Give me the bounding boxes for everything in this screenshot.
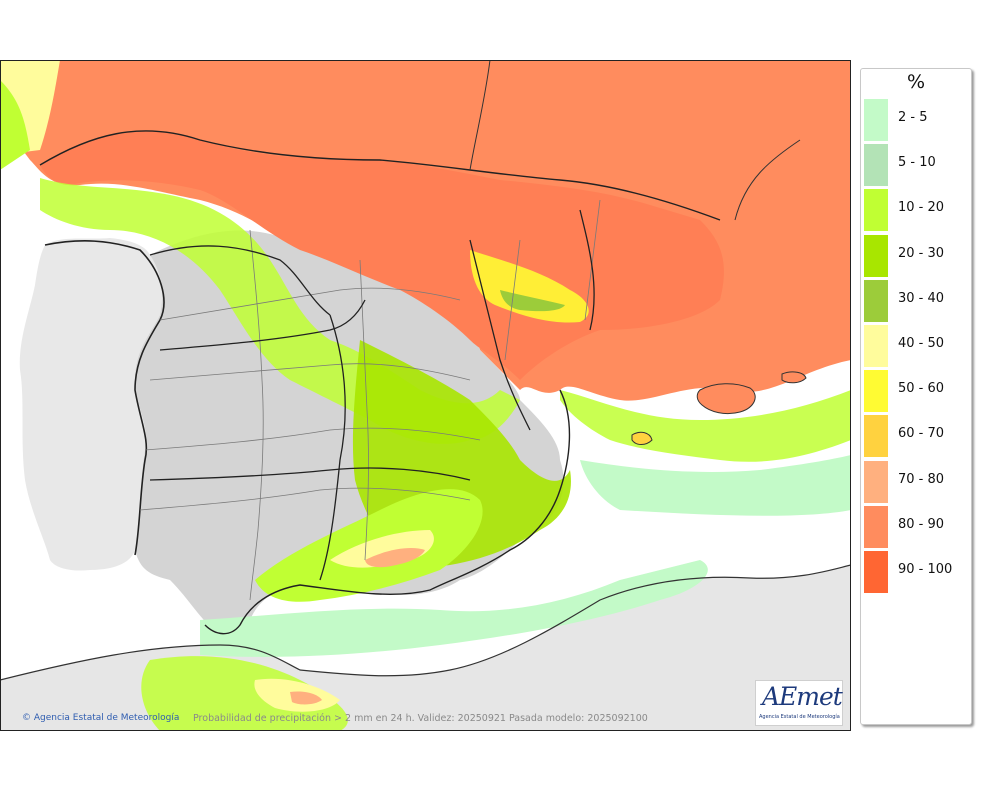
aemet-logo: AEmet Agencia Estatal de Meteorología xyxy=(755,680,843,726)
legend-label: 90 - 100 xyxy=(898,562,953,577)
legend-label: 2 - 5 xyxy=(898,110,928,125)
france-spain-border xyxy=(469,60,801,221)
legend-label: 5 - 10 xyxy=(898,155,936,171)
copyright-icon: © xyxy=(22,713,31,723)
alboran-light-band xyxy=(200,560,708,657)
legend-label: 50 - 60 xyxy=(898,381,945,397)
legend-label: 40 - 50 xyxy=(898,336,945,351)
mediterranean-light-band xyxy=(580,455,851,516)
autonomy-lines xyxy=(149,209,595,581)
menorca xyxy=(781,371,807,384)
legend-label: 80 - 90 xyxy=(898,516,945,532)
legend-item: 20 - 30 xyxy=(864,232,969,277)
legend-item: 40 - 50 xyxy=(864,322,969,367)
aemet-logo-subtitle: Agencia Estatal de Meteorología xyxy=(759,714,840,720)
legend-item: 30 - 40 xyxy=(864,277,969,322)
legend-swatch xyxy=(864,370,888,413)
legend-swatch xyxy=(864,505,888,548)
legend-swatch xyxy=(864,415,888,458)
portugal-spain-border xyxy=(44,240,165,556)
legend-item: 90 - 100 xyxy=(864,548,969,593)
aemet-logo-wordmark: AEmet xyxy=(762,682,843,711)
legend-item: 70 - 80 xyxy=(864,458,969,503)
legend-swatch xyxy=(864,234,888,277)
legend-item: 80 - 90 xyxy=(864,503,969,548)
legend-item: 50 - 60 xyxy=(864,367,969,413)
spain-coastline xyxy=(39,130,721,635)
legend-item: 5 - 10 xyxy=(864,141,969,187)
ibiza xyxy=(631,431,653,445)
legend-swatch xyxy=(864,189,888,232)
legend-swatch xyxy=(864,551,888,593)
legend-label: 30 - 40 xyxy=(898,290,945,306)
legend-label: 10 - 20 xyxy=(898,200,945,216)
probability-legend: % 2 - 5 5 - 10 10 - 20 20 - 30 30 - 40 40 - 5… xyxy=(860,68,972,725)
north-africa-orange xyxy=(290,691,322,705)
legend-swatch xyxy=(864,99,888,141)
legend-label: 60 - 70 xyxy=(898,426,945,442)
agency-credit: © Agencia Estatal de Meteorología xyxy=(22,713,179,723)
legend-swatch xyxy=(864,279,888,322)
mallorca xyxy=(696,383,756,415)
ebro-valley-green xyxy=(500,290,565,312)
map-frame xyxy=(0,60,851,731)
southeast-orange-core xyxy=(365,548,425,568)
portugal-land xyxy=(19,238,162,571)
legend-item: 60 - 70 xyxy=(864,412,969,458)
legend-swatch xyxy=(864,144,888,187)
legend-swatch xyxy=(864,325,888,367)
legend-item: 2 - 5 xyxy=(864,96,969,141)
atlantic-green-band xyxy=(0,80,30,170)
legend-label: 70 - 80 xyxy=(898,471,945,487)
north-africa-green xyxy=(141,656,348,731)
legend-label: 20 - 30 xyxy=(898,245,945,261)
legend-swatch xyxy=(864,460,888,503)
legend-item: 10 - 20 xyxy=(864,186,969,232)
legend-title: % xyxy=(906,71,926,93)
map-caption: Probabilidad de precipitación > 2 mm en … xyxy=(193,713,648,724)
africa-coastline xyxy=(0,564,851,681)
precipitation-probability-map xyxy=(0,60,851,731)
mediterranean-green-band xyxy=(560,390,851,462)
agency-credit-text: Agencia Estatal de Meteorología xyxy=(33,713,180,723)
